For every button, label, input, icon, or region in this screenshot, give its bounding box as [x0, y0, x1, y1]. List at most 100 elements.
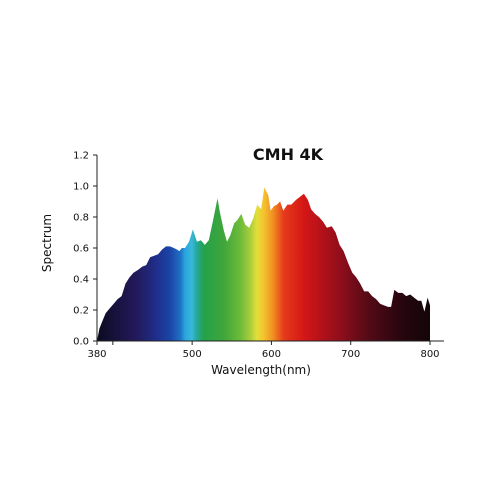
- y-tick-label: 1.0: [73, 182, 89, 193]
- spectrum-point: [253, 218, 254, 219]
- spectrum-point: [398, 292, 399, 293]
- spectrum-point: [192, 229, 193, 230]
- spectrum-point: [429, 305, 430, 306]
- spectrum-point: [352, 272, 353, 273]
- spectrum-point: [165, 246, 166, 247]
- spectrum-point: [113, 303, 114, 304]
- spectrum-point: [200, 240, 201, 241]
- x-tick-label: 700: [341, 349, 360, 360]
- spectrum-point: [161, 249, 162, 250]
- spectrum-point: [268, 195, 269, 196]
- y-tick-label: 0.4: [73, 275, 89, 286]
- spectrum-point: [109, 308, 110, 309]
- spectrum-point: [356, 277, 357, 278]
- spectrum-point: [311, 209, 312, 210]
- spectrum-point: [99, 328, 100, 329]
- spectrum-point: [307, 199, 308, 200]
- spectrum-point: [406, 296, 407, 297]
- spectrum-point: [177, 249, 178, 250]
- spectrum-point: [368, 291, 369, 292]
- spectrum-point: [237, 220, 238, 221]
- spectrum-point: [303, 193, 304, 194]
- spectrum-point: [121, 296, 122, 297]
- spectrum-point: [410, 294, 411, 295]
- y-tick-label: 0.6: [73, 244, 89, 255]
- spectrum-point: [234, 223, 235, 224]
- spectrum-point: [173, 247, 174, 248]
- axes: 0.0 0.2 0.4 0.6 0.8 1.0 1.2 380 500 600 700 800: [73, 151, 444, 360]
- spectrum-point: [273, 206, 274, 207]
- spectrum-point: [339, 244, 340, 245]
- spectrum-point: [117, 299, 118, 300]
- spectrum-point: [360, 283, 361, 284]
- spectrum-point: [287, 204, 288, 205]
- spectrum-point: [383, 305, 384, 306]
- spectrum-point: [295, 199, 296, 200]
- spectrum-point: [105, 313, 106, 314]
- chart-title: CMH 4K: [253, 145, 324, 164]
- x-tick-label: 500: [183, 349, 202, 360]
- spectrum-point: [283, 210, 284, 211]
- spectrum-point: [154, 255, 155, 256]
- spectrum-point: [249, 227, 250, 228]
- spectrum-point: [158, 254, 159, 255]
- spectrum-point: [414, 297, 415, 298]
- spectrum-point: [264, 187, 265, 188]
- spectrum-point: [208, 240, 209, 241]
- spectrum-point: [196, 241, 197, 242]
- spectrum-point: [331, 226, 332, 227]
- spectrum-point: [181, 247, 182, 248]
- x-tick-label: 380: [87, 349, 106, 360]
- spectrum-point: [299, 196, 300, 197]
- spectrum-point: [364, 291, 365, 292]
- spectrum-point: [270, 210, 271, 211]
- spectrum-point: [226, 241, 227, 242]
- x-tick-label: 800: [420, 349, 439, 360]
- spectrum-point: [276, 204, 277, 205]
- spectrum-point: [394, 289, 395, 290]
- spectrum-point: [402, 292, 403, 293]
- y-tick-label: 1.2: [73, 151, 89, 162]
- spectrum-point: [380, 303, 381, 304]
- spectrum-point: [322, 221, 323, 222]
- spectrum-point: [348, 263, 349, 264]
- spectrum-point: [138, 269, 139, 270]
- spectrum-point: [291, 204, 292, 205]
- spectrum-point: [217, 198, 218, 199]
- spectrum-point: [188, 241, 189, 242]
- plot-area: [97, 187, 430, 341]
- spectrum-point: [179, 251, 180, 252]
- spectrum-point: [133, 272, 134, 273]
- spectrum-point: [241, 213, 242, 214]
- spectrum-point: [219, 212, 220, 213]
- y-axis-title: Spectrum: [40, 214, 54, 272]
- spectrum-point: [204, 244, 205, 245]
- spectrum-point: [376, 299, 377, 300]
- spectrum-point: [418, 300, 419, 301]
- spectrum-point: [102, 320, 103, 321]
- spectrum-point: [212, 221, 213, 222]
- x-axis-title: Wavelength(nm): [211, 363, 311, 377]
- spectrum-point: [169, 246, 170, 247]
- y-tick-label: 0.8: [73, 213, 89, 224]
- spectrum-point: [129, 277, 130, 278]
- spectrum-point: [125, 283, 126, 284]
- spectrum-point: [257, 204, 258, 205]
- spectrum-point: [230, 235, 231, 236]
- spectrum-point: [387, 306, 388, 307]
- spectrum-point: [421, 300, 422, 301]
- spectrum-point: [150, 257, 151, 258]
- spectrum-point: [427, 297, 428, 298]
- y-tick-label: 0.2: [73, 306, 89, 317]
- x-tick-label: 600: [262, 349, 281, 360]
- spectrum-point: [335, 232, 336, 233]
- y-tick-label: 0.0: [73, 337, 89, 348]
- spectrum-area-series-0: [97, 187, 430, 341]
- spectrum-point: [326, 227, 327, 228]
- spectrum-point: [223, 230, 224, 231]
- spectrum-point: [343, 251, 344, 252]
- spectrum-point: [146, 265, 147, 266]
- spectrum-point: [280, 201, 281, 202]
- spectrum-point: [261, 209, 262, 210]
